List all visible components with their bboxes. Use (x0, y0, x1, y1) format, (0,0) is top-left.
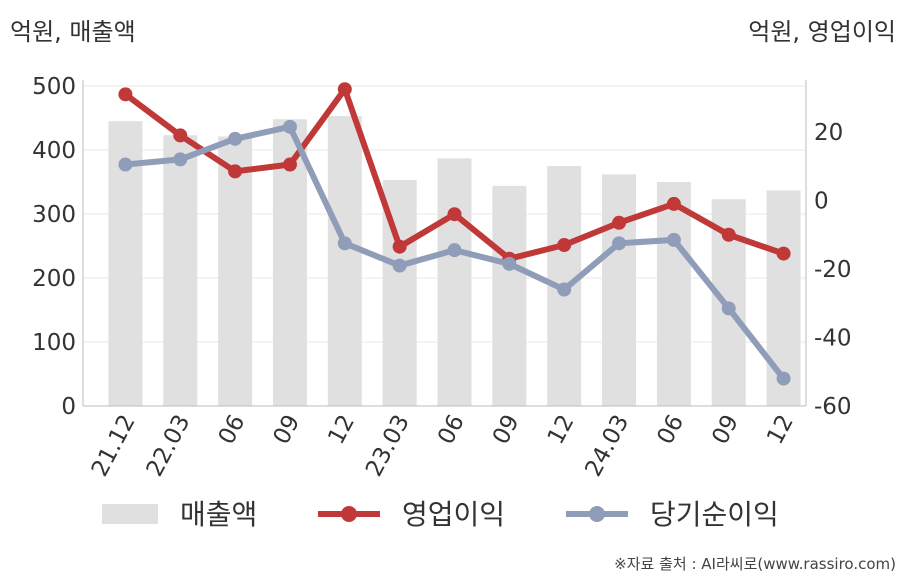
x-tick-label: 12 (762, 411, 799, 449)
data-point (776, 246, 791, 261)
x-tick-label: 06 (652, 411, 689, 449)
x-tick-label: 12 (323, 411, 360, 449)
bar (437, 158, 472, 406)
line-series (118, 82, 791, 386)
data-point (337, 82, 352, 97)
data-point (282, 157, 297, 172)
left-tick-label: 200 (32, 266, 76, 292)
data-point (557, 238, 572, 253)
data-point (392, 258, 407, 273)
data-point (392, 239, 407, 254)
data-point (502, 256, 517, 271)
data-point (118, 157, 133, 172)
bar (656, 182, 691, 406)
data-point (721, 301, 736, 316)
data-point (666, 232, 681, 247)
source-note: ※자료 출처 : AI라씨로(www.rassiro.com) (614, 555, 896, 573)
right-tick-label: 20 (814, 120, 843, 146)
bar (766, 190, 801, 406)
legend-swatch-marker (589, 506, 605, 522)
data-point (228, 164, 243, 179)
right-tick-label: -20 (814, 257, 852, 283)
right-tick-label: -40 (814, 326, 852, 352)
left-tick-label: 300 (32, 202, 76, 228)
data-point (447, 243, 462, 258)
legend-label: 매출액 (180, 498, 257, 531)
x-tick-label: 23.03 (361, 411, 415, 481)
data-point (447, 207, 462, 222)
data-point (776, 371, 791, 386)
data-point (118, 87, 133, 102)
x-tick-label: 06 (214, 411, 251, 449)
legend-swatch-marker (341, 506, 357, 522)
data-point (612, 215, 627, 230)
x-tick-label: 22.03 (142, 411, 196, 481)
right-tick-label: 0 (814, 189, 829, 215)
legend-label: 영업이익 (402, 498, 505, 531)
data-point (228, 131, 243, 146)
x-tick-label: 24.03 (580, 411, 634, 481)
data-point (666, 196, 681, 211)
right-axis-unit: 억원, 영업이익 (748, 18, 896, 46)
bar (492, 185, 527, 406)
data-point (721, 227, 736, 242)
legend: 매출액 영업이익 당기순이익 (102, 498, 779, 531)
x-tick-label: 21.12 (87, 411, 141, 481)
left-axis-unit: 억원, 매출액 (10, 18, 136, 46)
bar-series (108, 116, 801, 406)
left-tick-label: 0 (61, 394, 76, 420)
x-tick-label: 06 (433, 411, 470, 449)
left-tick-label: 400 (32, 138, 76, 164)
data-point (173, 152, 188, 167)
right-tick-label: -60 (814, 394, 852, 420)
legend-swatch (102, 504, 158, 524)
legend-label: 당기순이익 (650, 498, 779, 531)
x-tick-label: 09 (707, 411, 744, 449)
left-tick-label: 100 (32, 330, 76, 356)
data-point (173, 128, 188, 143)
data-point (612, 236, 627, 251)
bar (602, 174, 637, 406)
bar (163, 135, 198, 406)
data-point (337, 236, 352, 251)
bar (327, 116, 362, 406)
data-point (557, 282, 572, 297)
bar (218, 136, 253, 406)
x-tick-label: 09 (488, 411, 525, 449)
left-tick-label: 500 (32, 74, 76, 100)
x-tick-label: 12 (543, 411, 580, 449)
x-tick-label: 09 (269, 411, 306, 449)
data-point (282, 119, 297, 134)
